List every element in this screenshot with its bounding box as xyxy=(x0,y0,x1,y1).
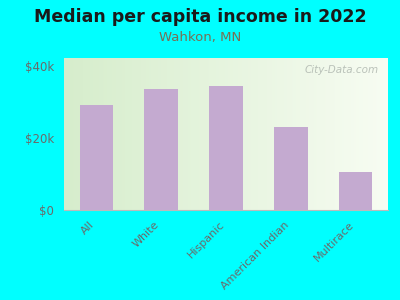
Bar xyxy=(209,85,243,210)
Text: City-Data.com: City-Data.com xyxy=(304,64,378,75)
Bar xyxy=(339,172,372,210)
Bar xyxy=(144,89,178,210)
Bar xyxy=(80,105,113,210)
Text: Wahkon, MN: Wahkon, MN xyxy=(159,32,241,44)
Bar xyxy=(274,127,308,210)
Text: Median per capita income in 2022: Median per capita income in 2022 xyxy=(34,8,366,26)
